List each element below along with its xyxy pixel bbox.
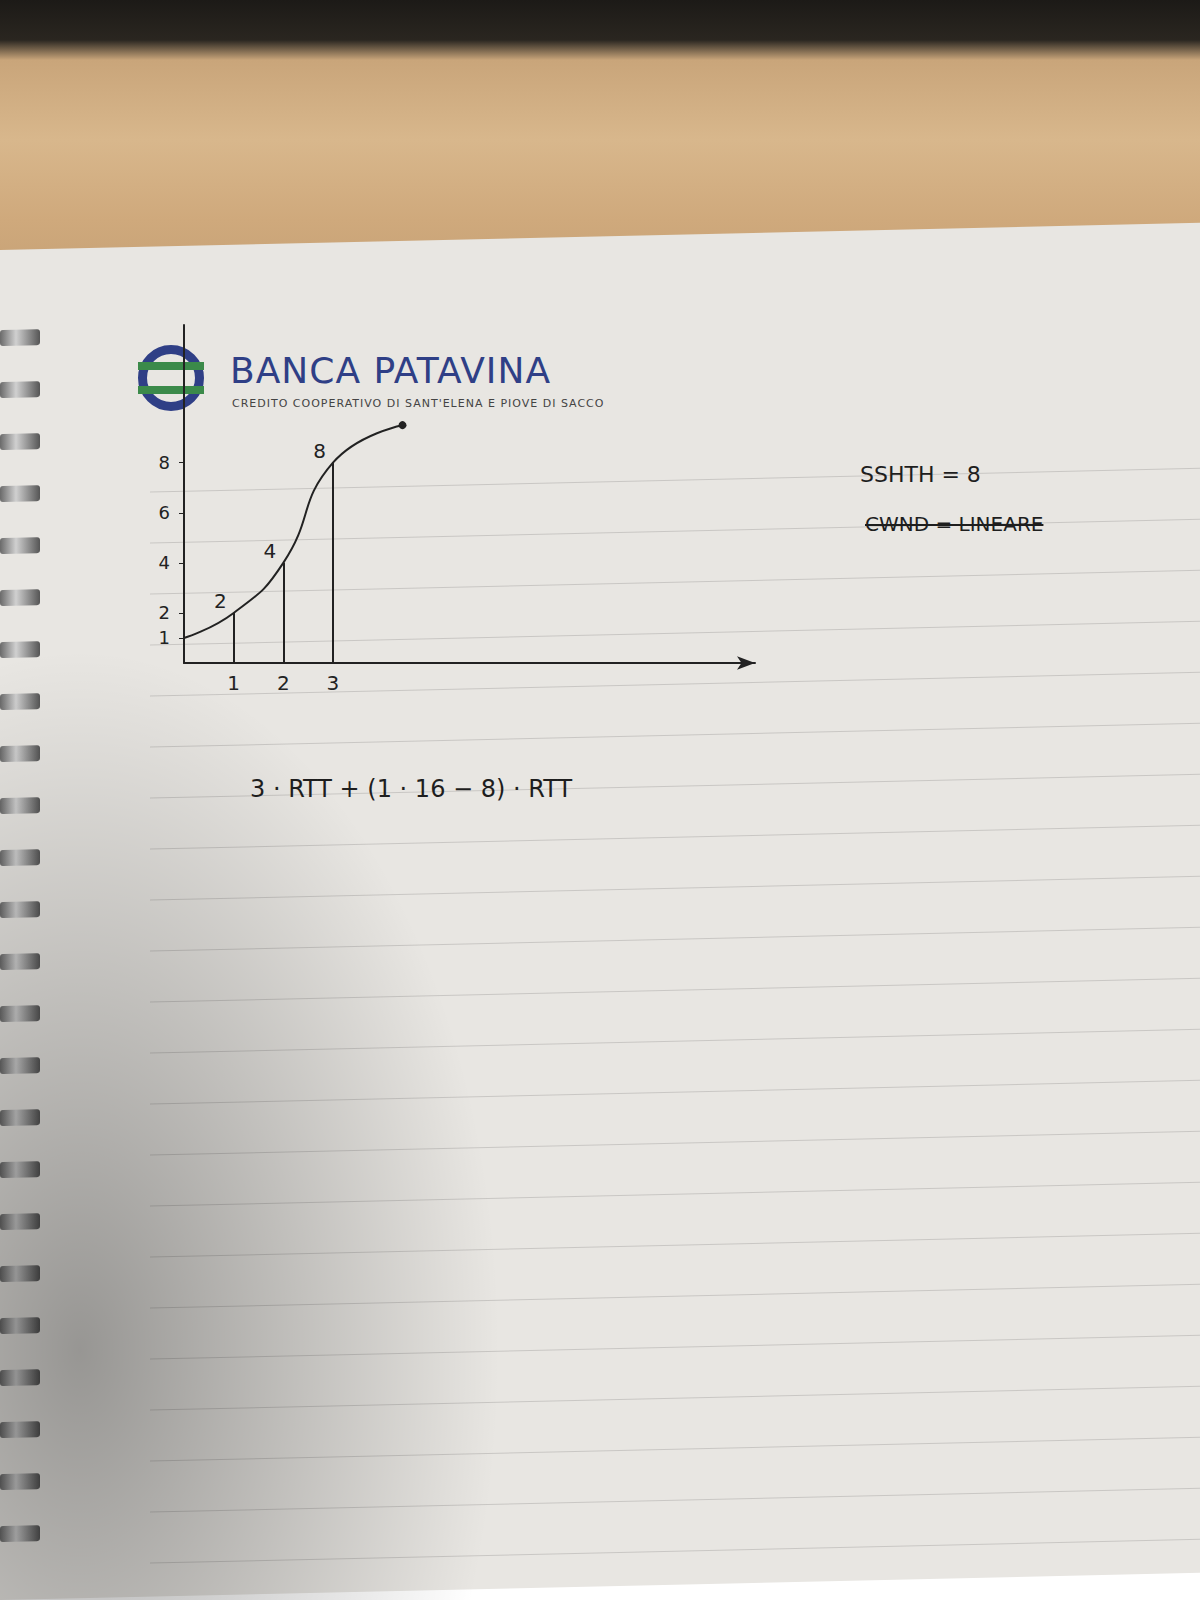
svg-text:2: 2	[277, 671, 290, 695]
svg-text:1: 1	[227, 671, 240, 695]
svg-text:6: 6	[159, 502, 170, 523]
svg-text:2: 2	[214, 589, 227, 613]
svg-text:4: 4	[264, 539, 277, 563]
svg-text:1: 1	[159, 627, 170, 648]
html-text:CREDITO COOPERATIVO DI SANT'EL: CREDITO COOPERATIVO DI SANT'ELENA E PIOV…	[232, 397, 605, 410]
svg-text:3: 3	[327, 671, 340, 695]
html-text:BANCA PATAVINA: BANCA PATAVINA	[230, 350, 551, 391]
html-text:3 · RTT + (1 · 16 − 8) · RTT: 3 · RTT + (1 · 16 − 8) · RTT	[250, 775, 573, 803]
svg-text:4: 4	[159, 552, 170, 573]
svg-text:2: 2	[159, 602, 170, 623]
html-text:SSHTH = 8: SSHTH = 8	[860, 462, 981, 487]
svg-text:8: 8	[313, 439, 326, 463]
svg-text:8: 8	[159, 452, 170, 473]
html-text:CWND = LINEARE: CWND = LINEARE	[865, 512, 1044, 536]
